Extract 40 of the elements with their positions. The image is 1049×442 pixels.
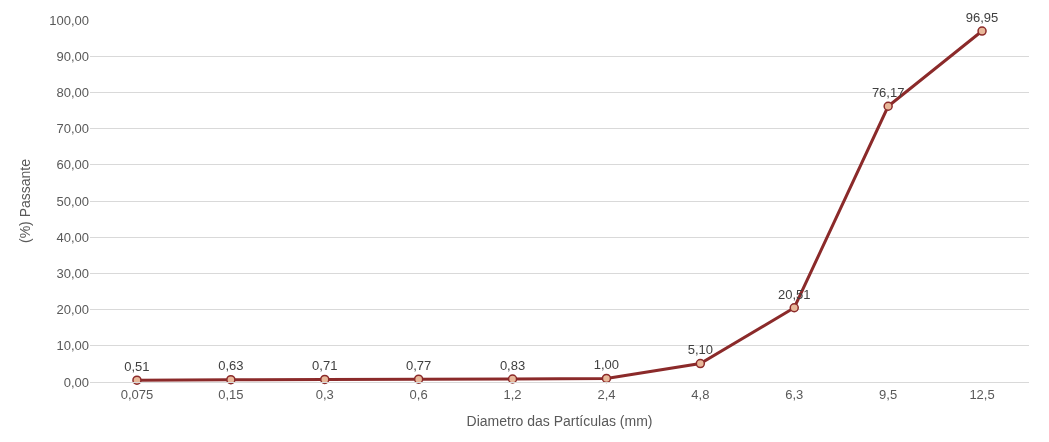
data-label: 0,83 <box>499 357 526 373</box>
point <box>695 358 706 369</box>
data-label: 0,51 <box>124 358 150 374</box>
y-axis-title: (%) Passante <box>16 158 33 244</box>
y-tick-label: 60,00 <box>56 157 89 173</box>
y-tick-label: 0,00 <box>63 374 89 390</box>
point <box>601 373 612 384</box>
y-tick-label: 90,00 <box>56 48 89 64</box>
y-tick-label: 100,00 <box>49 12 89 28</box>
x-tick-label: 0,075 <box>120 386 154 402</box>
data-label: 76,17 <box>871 85 905 101</box>
y-tick-label: 30,00 <box>56 265 89 281</box>
data-label: 0,63 <box>218 358 244 374</box>
data-label: 1,00 <box>593 357 620 373</box>
x-tick-label: 1,2 <box>503 386 522 402</box>
x-tick-label: 0,6 <box>409 386 428 402</box>
data-label: 0,77 <box>405 357 432 373</box>
point <box>226 374 236 385</box>
x-tick-label: 6,3 <box>785 386 804 402</box>
point <box>132 375 142 385</box>
x-tick-label: 2,4 <box>597 386 616 402</box>
y-tick-label: 10,00 <box>56 338 89 354</box>
y-tick-label: 40,00 <box>56 229 89 245</box>
y-tick-label: 70,00 <box>56 121 89 137</box>
point <box>789 303 799 313</box>
x-tick-label: 4,8 <box>691 386 710 402</box>
x-tick-label: 12,5 <box>969 386 995 402</box>
data-label: 96,95 <box>965 9 999 25</box>
x-tick-label: 0,15 <box>218 386 244 402</box>
y-tick-label: 50,00 <box>56 193 89 209</box>
x-tick-label: 9,5 <box>879 386 898 402</box>
x-tick-label: 0,3 <box>315 386 334 402</box>
x-axis-title: Diametro das Partículas (mm) <box>466 412 653 429</box>
point <box>883 101 893 112</box>
y-tick-label: 20,00 <box>56 302 89 318</box>
point <box>977 26 987 36</box>
point <box>507 374 518 384</box>
data-label: 0,71 <box>312 358 338 374</box>
data-label: 5,10 <box>687 342 714 358</box>
y-tick-label: 80,00 <box>56 84 89 100</box>
